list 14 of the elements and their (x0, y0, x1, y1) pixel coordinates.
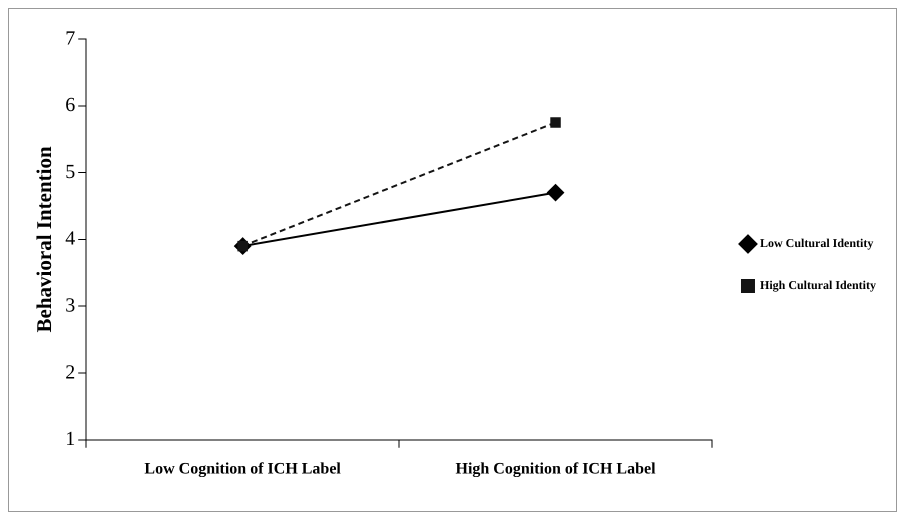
y-tick-label: 2 (65, 361, 76, 384)
y-tick-label: 3 (65, 294, 76, 316)
y-axis-title: Behavioral Intention (32, 146, 56, 332)
x-tick-label: High Cognition of ICH Label (456, 460, 656, 478)
y-tick-label: 7 (65, 27, 76, 50)
point (550, 117, 561, 128)
x-tick-label: Low Cognition of ICH Label (144, 460, 342, 478)
legend-label: Low Cultural Identity (760, 236, 874, 250)
y-tick-label: 5 (65, 160, 76, 183)
point (547, 184, 564, 202)
y-tick-label: 4 (65, 228, 76, 250)
legend-label: High Cultural Identity (760, 278, 876, 292)
y-tick-label: 1 (65, 428, 76, 450)
y-tick-label: 6 (65, 94, 76, 116)
